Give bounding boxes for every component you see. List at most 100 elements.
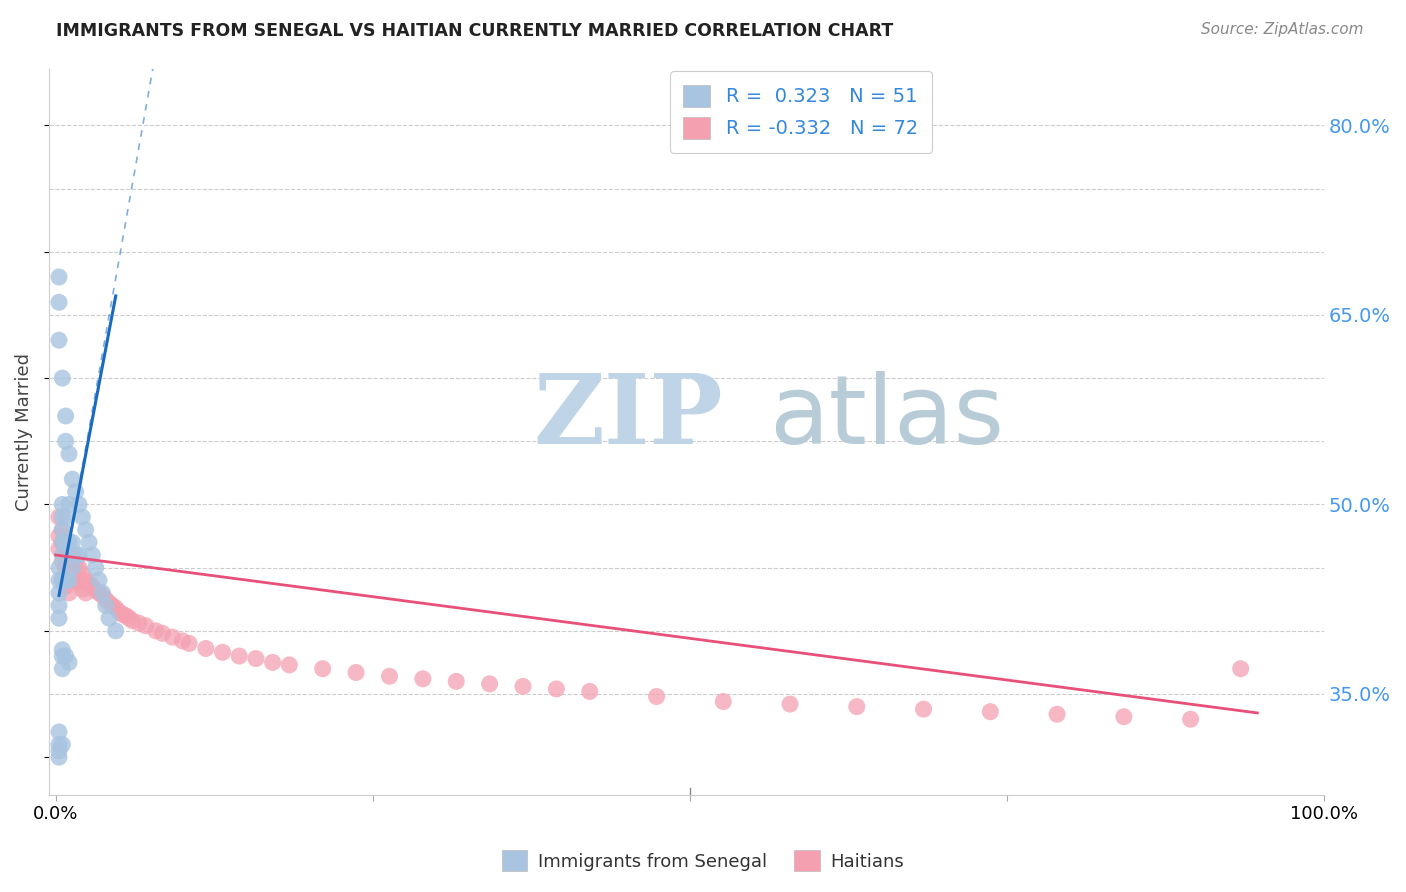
Point — [51, 535, 73, 549]
Point — [94, 592, 117, 607]
Point — [65, 574, 87, 588]
Point — [1112, 710, 1135, 724]
Point — [58, 566, 80, 581]
Point — [77, 575, 100, 590]
Point — [67, 575, 90, 590]
Point — [245, 651, 267, 665]
Point — [58, 586, 80, 600]
Point — [48, 270, 70, 285]
Point — [75, 523, 97, 537]
Point — [51, 642, 73, 657]
Point — [228, 649, 250, 664]
Point — [179, 636, 201, 650]
Point — [48, 541, 70, 556]
Point — [845, 699, 868, 714]
Point — [94, 599, 117, 613]
Point — [104, 624, 127, 638]
Point — [65, 484, 87, 499]
Point — [55, 541, 77, 556]
Text: atlas: atlas — [769, 371, 1004, 464]
Point — [104, 601, 127, 615]
Point — [48, 750, 70, 764]
Point — [51, 738, 73, 752]
Point — [65, 554, 87, 568]
Point — [48, 586, 70, 600]
Point — [77, 535, 100, 549]
Point — [912, 702, 935, 716]
Point — [51, 548, 73, 562]
Point — [91, 589, 114, 603]
Point — [48, 529, 70, 543]
Point — [72, 566, 94, 581]
Point — [152, 626, 174, 640]
Point — [75, 586, 97, 600]
Point — [67, 548, 90, 562]
Point — [87, 586, 110, 600]
Point — [58, 554, 80, 568]
Point — [779, 697, 801, 711]
Point — [48, 560, 70, 574]
Point — [121, 614, 143, 628]
Point — [51, 574, 73, 588]
Point — [48, 724, 70, 739]
Point — [82, 548, 104, 562]
Point — [412, 672, 434, 686]
Point — [145, 624, 167, 638]
Point — [48, 611, 70, 625]
Point — [51, 662, 73, 676]
Point — [111, 607, 134, 622]
Point — [278, 657, 301, 672]
Point — [55, 548, 77, 562]
Point — [84, 560, 107, 574]
Point — [645, 690, 668, 704]
Point — [478, 677, 501, 691]
Point — [1180, 712, 1202, 726]
Point — [135, 619, 157, 633]
Point — [60, 535, 83, 549]
Point — [51, 535, 73, 549]
Point — [344, 665, 367, 680]
Point — [262, 656, 284, 670]
Point — [58, 548, 80, 562]
Point — [98, 596, 121, 610]
Point — [55, 560, 77, 574]
Point — [48, 510, 70, 524]
Point — [51, 510, 73, 524]
Point — [91, 586, 114, 600]
Point — [55, 409, 77, 423]
Point — [55, 580, 77, 594]
Point — [312, 662, 335, 676]
Text: Source: ZipAtlas.com: Source: ZipAtlas.com — [1201, 22, 1364, 37]
Point — [101, 599, 124, 613]
Point — [72, 510, 94, 524]
Point — [65, 548, 87, 562]
Point — [51, 649, 73, 664]
Point — [51, 535, 73, 549]
Point — [67, 560, 90, 574]
Point — [60, 566, 83, 581]
Point — [98, 611, 121, 625]
Point — [58, 656, 80, 670]
Point — [1046, 707, 1069, 722]
Point — [58, 574, 80, 588]
Point — [55, 574, 77, 588]
Point — [444, 674, 467, 689]
Point — [55, 434, 77, 449]
Point — [48, 744, 70, 758]
Point — [114, 608, 136, 623]
Point — [578, 684, 600, 698]
Point — [711, 695, 734, 709]
Point — [51, 574, 73, 588]
Point — [58, 447, 80, 461]
Point — [87, 574, 110, 588]
Legend: Immigrants from Senegal, Haitians: Immigrants from Senegal, Haitians — [495, 843, 911, 879]
Text: ZIP: ZIP — [533, 370, 723, 464]
Point — [108, 605, 131, 619]
Point — [55, 649, 77, 664]
Legend: R =  0.323   N = 51, R = -0.332   N = 72: R = 0.323 N = 51, R = -0.332 N = 72 — [669, 71, 932, 153]
Point — [1229, 662, 1251, 676]
Point — [55, 535, 77, 549]
Point — [546, 681, 568, 696]
Point — [60, 548, 83, 562]
Point — [211, 645, 233, 659]
